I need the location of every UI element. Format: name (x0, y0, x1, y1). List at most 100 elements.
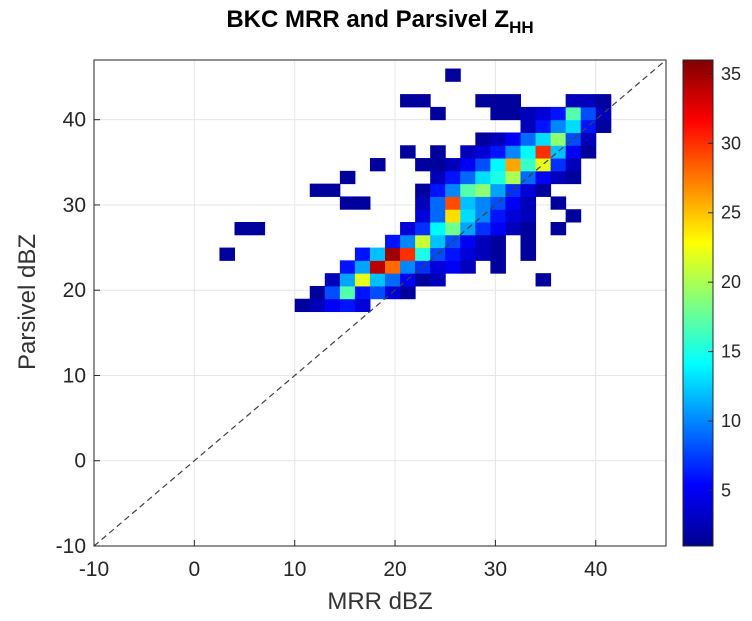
heatmap-cell (460, 260, 476, 274)
y-tick-label: 0 (74, 450, 86, 473)
heatmap-cell (415, 247, 431, 261)
heatmap-cell (535, 170, 552, 185)
heatmap-cell (520, 234, 537, 249)
colorbar-tick-label: 5 (721, 480, 731, 500)
heatmap-cell (535, 145, 552, 159)
heatmap-cell (445, 170, 461, 185)
heatmap-cell (354, 196, 371, 210)
heatmap-cell (475, 145, 491, 159)
heatmap-cell (505, 222, 521, 236)
heatmap-cell (550, 222, 567, 236)
heatmap-cell (475, 170, 491, 185)
heatmap-cell (490, 234, 506, 249)
x-tick-labels: -10 0 10 20 30 40 (79, 540, 607, 581)
heatmap-cell (324, 183, 341, 197)
heatmap-cell (520, 106, 537, 121)
x-axis-label: MRR dBZ (327, 588, 433, 615)
heatmap-cell (339, 170, 356, 185)
heatmap-cell (505, 94, 521, 108)
heatmap-cell (565, 94, 582, 108)
heatmap-cell (490, 158, 506, 172)
heatmap-cell (400, 94, 416, 108)
heatmap-cell (475, 222, 491, 236)
heatmap-cell (490, 209, 506, 223)
colorbar-tick-label: 20 (721, 272, 741, 292)
heatmap-cell (430, 222, 446, 236)
heatmap-cell (565, 119, 582, 133)
heatmap-cell (430, 209, 446, 223)
heatmap-cell (565, 209, 582, 223)
heatmap-cell (595, 119, 612, 133)
heatmap-cell (460, 247, 476, 261)
heatmap-cells (219, 68, 612, 313)
heatmap-cell (339, 285, 356, 300)
heatmap-cell (550, 158, 567, 172)
heatmap-cell (369, 285, 386, 300)
heatmap-cell (324, 273, 341, 287)
heatmap-cell (415, 94, 431, 108)
one-to-one-line (93, 59, 667, 547)
heatmap-cell (339, 196, 356, 210)
heatmap-cell (580, 94, 597, 108)
heatmap-cell (580, 132, 597, 146)
y-axis-label: Parsivel dBZ (14, 233, 41, 371)
heatmap-cell (430, 273, 446, 287)
heatmap-cell (520, 222, 537, 236)
heatmap-cell (415, 234, 431, 249)
plot-frame (93, 59, 667, 547)
heatmap-cell (460, 170, 476, 185)
heatmap-cell (505, 132, 521, 146)
heatmap-cell (490, 145, 506, 159)
colorbar-tick-label: 10 (721, 411, 741, 431)
heatmap-cell (430, 170, 446, 185)
heatmap-cell (505, 145, 521, 159)
heatmap-cell (219, 247, 235, 261)
heatmap-cell (415, 158, 431, 172)
heatmap-cell (490, 94, 506, 108)
heatmap-cell (385, 260, 401, 274)
heatmap-cell (550, 132, 567, 146)
heatmap-cell (445, 68, 461, 82)
heatmap-cell (520, 247, 537, 261)
heatmap-cell (460, 158, 476, 172)
heatmap-cell (445, 158, 461, 172)
colorbar-tick-label: 30 (721, 133, 741, 153)
heatmap-cell (565, 170, 582, 185)
heatmap-cell (520, 132, 537, 146)
colorbar-tick-label: 25 (721, 203, 741, 223)
heatmap-cell (535, 106, 552, 121)
heatmap-cell (595, 94, 612, 108)
heatmap-cell (385, 234, 401, 249)
heatmap-cell (445, 260, 461, 274)
heatmap-cell (415, 222, 431, 236)
heatmap-cell (430, 106, 446, 121)
heatmap-cell (505, 209, 521, 223)
heatmap-cell (369, 260, 386, 274)
heatmap-cell (400, 285, 416, 300)
heatmap-cell (490, 260, 506, 274)
heatmap-cell (415, 273, 431, 287)
heatmap-cell (339, 260, 356, 274)
heatmap-cell (354, 260, 371, 274)
heatmap-cell (505, 170, 521, 185)
heatmap-cell (415, 209, 431, 223)
y-tick-label: -10 (56, 535, 86, 558)
heatmap-cell (535, 273, 552, 287)
heatmap-cell (309, 285, 326, 300)
heatmap-cell (475, 247, 491, 261)
heatmap-cell (505, 196, 521, 210)
heatmap-cell (234, 222, 251, 236)
x-tick-label: 40 (584, 558, 607, 581)
heatmap-cell (339, 298, 356, 313)
heatmap-cell (460, 183, 476, 197)
heatmap-cell (354, 247, 371, 261)
colorbar-tick-labels: 5 10 15 20 25 30 35 (708, 64, 741, 500)
heatmap-cell (430, 183, 446, 197)
y-tick-label: 40 (63, 109, 86, 132)
heatmap-cell (520, 209, 537, 223)
heatmap-cell (460, 145, 476, 159)
heatmap-cell (369, 273, 386, 287)
colorbar-tick-label: 35 (721, 64, 741, 84)
heatmap-cell (520, 145, 537, 159)
